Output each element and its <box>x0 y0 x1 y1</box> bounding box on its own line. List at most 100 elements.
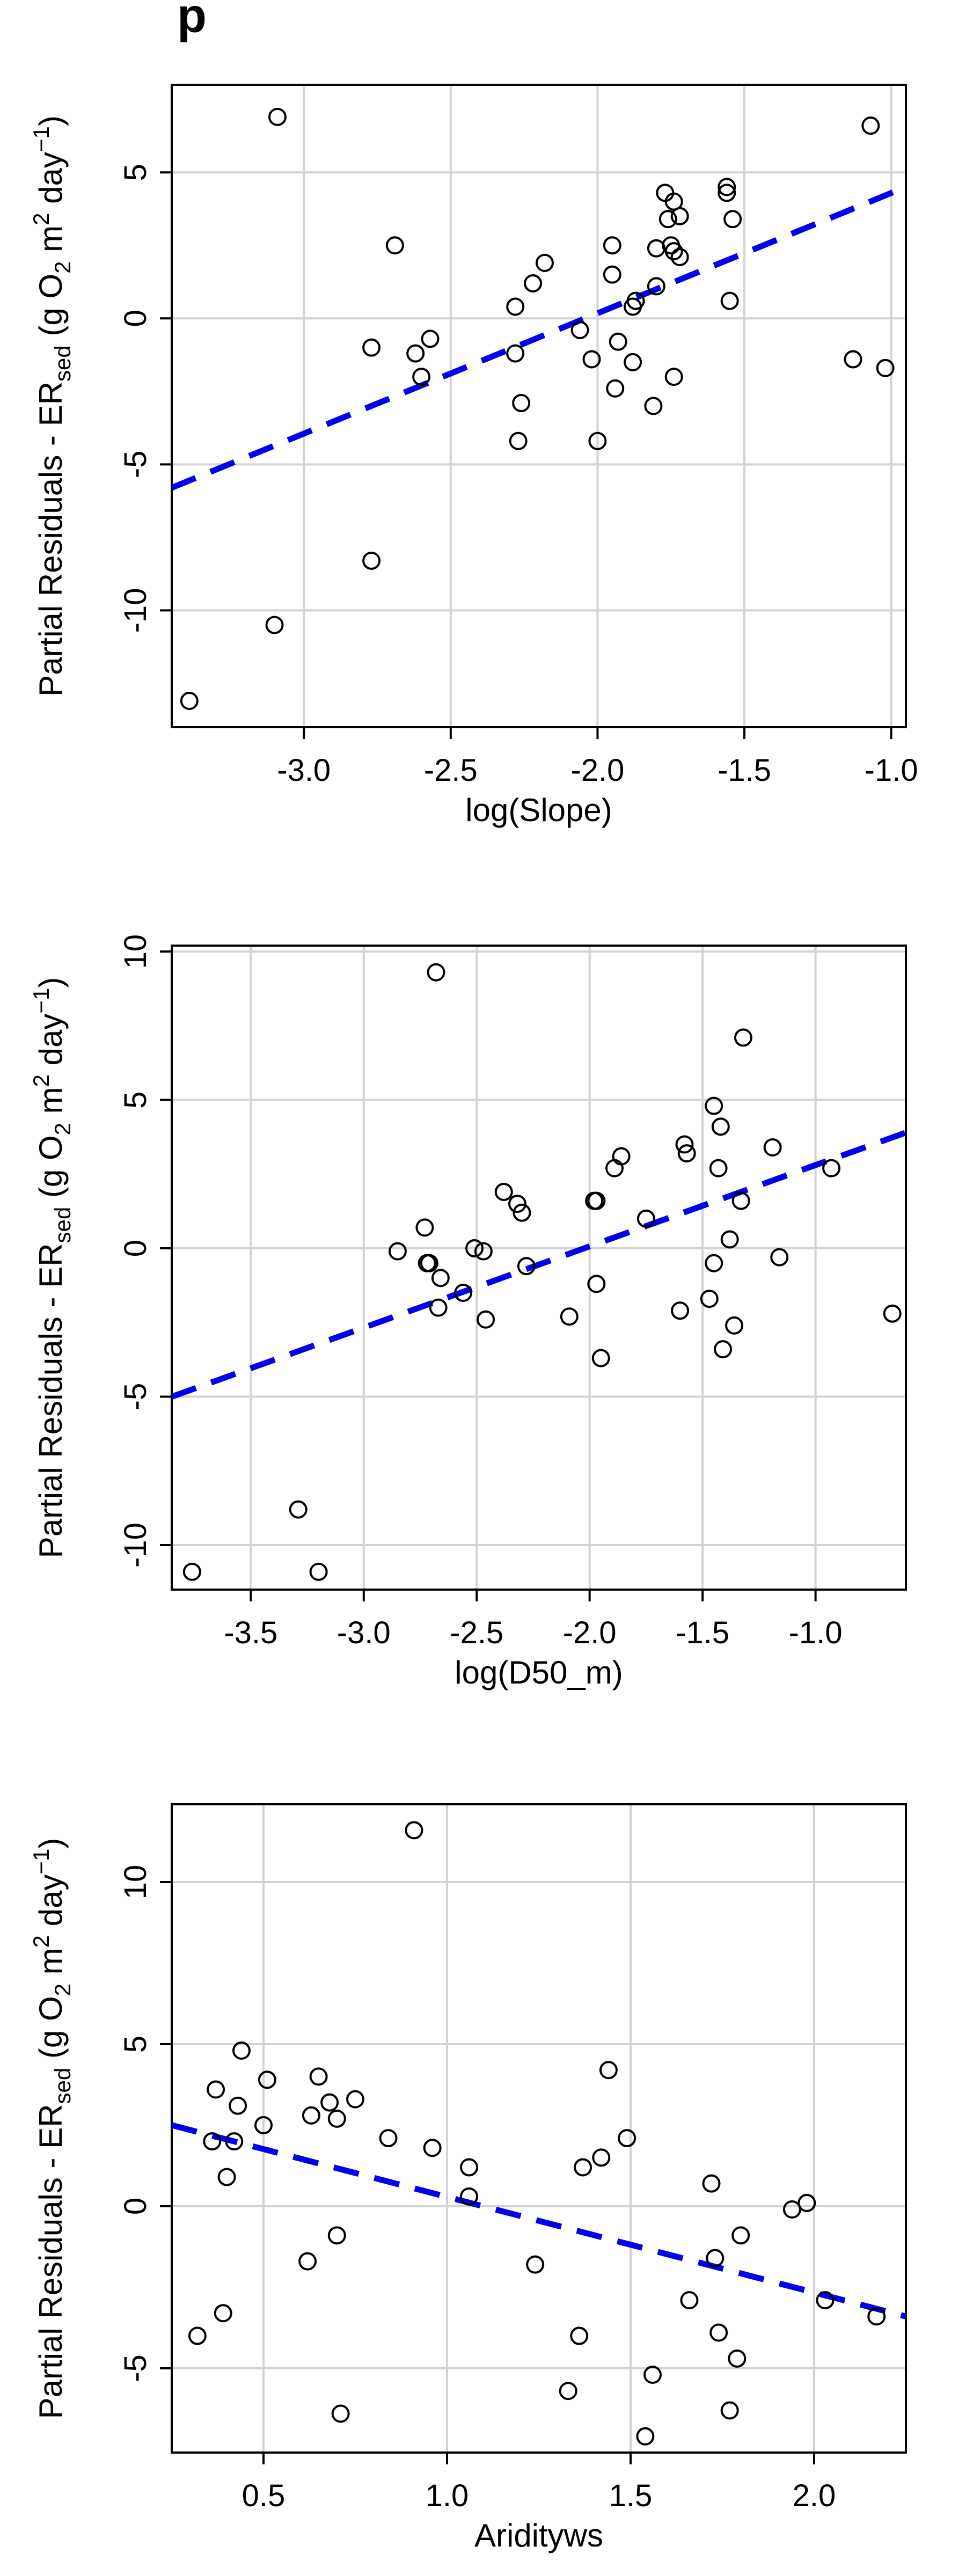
slope-yaxis-label: Partial Residuals - ERsed (g O2 m2 day−1… <box>28 115 75 697</box>
aridity-point-1 <box>203 2132 222 2151</box>
aridity-point-4 <box>217 2168 236 2186</box>
aridity-point-7 <box>232 2041 251 2060</box>
aridity-point-34 <box>706 2249 724 2267</box>
aridity-point-42 <box>867 2307 886 2326</box>
slope-point-26 <box>647 277 665 296</box>
aridity-point-6 <box>229 2096 247 2115</box>
d50-point-0 <box>182 1562 201 1581</box>
d50-xtick-label-0: -3.5 <box>224 1615 277 1650</box>
aridity-point-20 <box>423 2139 442 2157</box>
aridity-point-33 <box>702 2174 721 2193</box>
aridity-ytick-label-0: -5 <box>118 2354 153 2382</box>
aridity-point-23 <box>526 2255 545 2274</box>
aridity-point-38 <box>731 2226 750 2245</box>
slope-point-19 <box>603 265 621 284</box>
slope-point-14 <box>535 253 554 272</box>
aridity-point-14 <box>327 2109 346 2128</box>
slope-point-33 <box>664 368 683 386</box>
d50-point-11 <box>465 1239 484 1258</box>
d50-point-40 <box>770 1248 789 1267</box>
d50-xtick-label-1: -3.0 <box>337 1615 391 1650</box>
slope-point-12 <box>512 394 531 413</box>
d50-point-35 <box>720 1230 739 1249</box>
d50-point-24 <box>612 1147 631 1166</box>
slope-point-41 <box>861 116 880 135</box>
d50-xaxis-label: log(D50_m) <box>455 1655 623 1690</box>
slope-point-36 <box>718 178 736 196</box>
slope-point-34 <box>670 207 689 225</box>
aridity-point-10 <box>298 2252 317 2271</box>
slope-point-13 <box>524 274 543 292</box>
aridity-fit-line <box>172 2122 906 2319</box>
slope-ytick-label-1: -5 <box>118 451 153 479</box>
slope-ytick-label-0: -10 <box>118 588 153 633</box>
slope-xtick-label-2: -2.0 <box>570 753 624 788</box>
aridity-point-21 <box>460 2158 479 2177</box>
aridity-point-16 <box>331 2404 350 2423</box>
chart-panel-slope: -3.0 -2.5 -2.0 -1.5 -1.0 -10 -5 0 5 log(Slope) Par… <box>28 84 918 828</box>
slope-point-15 <box>570 321 589 340</box>
d50-fit-line <box>172 1130 906 1400</box>
d50-ytick-label-1: -5 <box>118 1383 153 1411</box>
slope-xtick-label-0: -3.0 <box>277 753 331 788</box>
d50-point-22 <box>591 1349 610 1367</box>
aridity-point-40 <box>797 2193 816 2212</box>
slope-xaxis-label: log(Slope) <box>465 792 612 828</box>
slope-point-5 <box>385 236 404 255</box>
d50-point-32 <box>709 1159 728 1177</box>
d50-point-9 <box>431 1269 450 1287</box>
slope-point-6 <box>406 344 425 363</box>
slope-point-4 <box>362 338 381 357</box>
d50-xtick-label-4: -1.5 <box>676 1615 729 1650</box>
d50-point-12 <box>474 1242 493 1261</box>
slope-point-10 <box>506 344 525 363</box>
slope-point-24 <box>626 291 645 310</box>
d50-xtick-label-2: -2.5 <box>450 1615 503 1650</box>
d50-point-34 <box>714 1340 733 1359</box>
d50-point-28 <box>677 1144 696 1163</box>
aridity-point-24 <box>559 2382 577 2401</box>
aridity-point-15 <box>327 2226 346 2245</box>
d50-point-41 <box>822 1159 841 1177</box>
slope-plot-frame <box>171 84 907 728</box>
slope-point-21 <box>609 332 627 351</box>
slope-point-18 <box>603 236 621 255</box>
aridity-point-39 <box>782 2200 801 2219</box>
aridity-point-18 <box>379 2129 398 2148</box>
aridity-xaxis-label: Aridityws <box>474 2518 603 2553</box>
aridity-point-2 <box>207 2080 225 2099</box>
aridity-point-26 <box>574 2158 592 2177</box>
d50-point-37 <box>731 1191 750 1210</box>
slope-fit-line <box>172 184 906 491</box>
d50-point-31 <box>705 1096 723 1115</box>
d50-point-36 <box>725 1316 744 1335</box>
aridity-point-41 <box>816 2291 835 2310</box>
slope-point-11 <box>509 431 528 450</box>
slope-point-8 <box>421 330 440 348</box>
d50-point-10 <box>453 1284 472 1302</box>
aridity-yaxis-label: Partial Residuals - ERsed (g O2 m2 day−1… <box>28 1838 75 2419</box>
slope-xtick-label-3: -1.5 <box>718 753 771 788</box>
aridity-point-13 <box>320 2093 339 2112</box>
d50-xtick-label-3: -2.0 <box>563 1615 617 1650</box>
d50-point-25 <box>636 1209 655 1228</box>
aridity-xtick-label-1: 1.0 <box>426 2478 469 2513</box>
aridity-point-0 <box>188 2326 207 2345</box>
d50-ytick-label-3: 5 <box>118 1091 153 1108</box>
d50-point-13 <box>477 1310 495 1329</box>
slope-point-3 <box>362 551 381 570</box>
d50-point-15 <box>508 1195 527 1213</box>
d50-point-23 <box>605 1159 624 1177</box>
aridity-xtick-label-2: 1.5 <box>609 2478 653 2513</box>
slope-point-9 <box>506 297 525 316</box>
d50-point-8 <box>429 1298 448 1317</box>
slope-point-35 <box>670 248 689 267</box>
d50-point-16 <box>513 1203 531 1222</box>
aridity-point-27 <box>592 2148 611 2167</box>
aridity-point-28 <box>599 2061 618 2080</box>
d50-yaxis-label: Partial Residuals - ERsed (g O2 m2 day−1… <box>28 977 75 1558</box>
slope-point-20 <box>606 379 625 398</box>
aridity-point-31 <box>643 2366 662 2384</box>
d50-point-2 <box>309 1562 328 1581</box>
